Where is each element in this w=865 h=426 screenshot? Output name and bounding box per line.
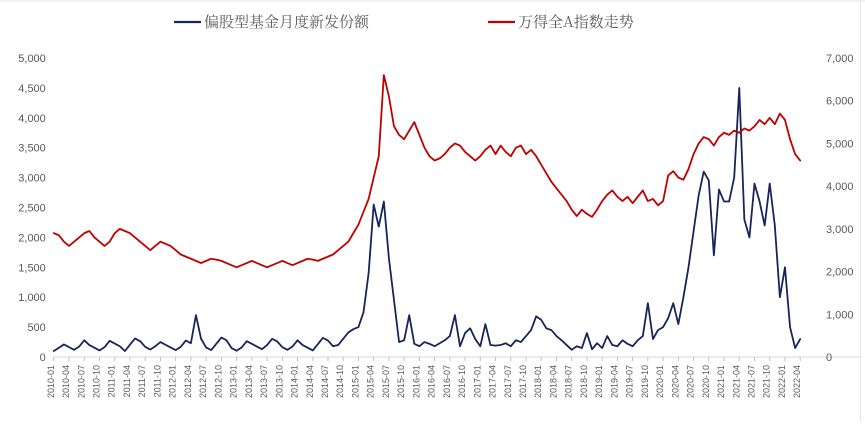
svg-text:2012-01: 2012-01 [168, 365, 178, 398]
svg-text:2016-07: 2016-07 [442, 365, 452, 398]
svg-text:万得全A指数走势: 万得全A指数走势 [518, 11, 634, 32]
svg-text:2021-10: 2021-10 [762, 365, 772, 398]
svg-text:0: 0 [40, 352, 46, 364]
svg-text:2022-01: 2022-01 [777, 365, 787, 398]
svg-text:6,000: 6,000 [826, 96, 854, 108]
svg-text:2020-07: 2020-07 [686, 365, 696, 398]
svg-text:2011-04: 2011-04 [122, 365, 132, 397]
svg-text:2016-01: 2016-01 [411, 365, 421, 398]
svg-text:5,000: 5,000 [18, 53, 46, 65]
svg-text:2014-07: 2014-07 [320, 365, 330, 398]
svg-text:2010-07: 2010-07 [76, 365, 86, 398]
svg-text:2017-04: 2017-04 [488, 365, 498, 398]
svg-text:2013-07: 2013-07 [259, 365, 269, 398]
svg-text:2018-04: 2018-04 [548, 365, 558, 398]
svg-text:2,000: 2,000 [18, 232, 46, 244]
svg-text:2018-01: 2018-01 [533, 365, 543, 398]
svg-text:3,000: 3,000 [826, 224, 854, 236]
svg-text:2019-04: 2019-04 [609, 365, 619, 398]
svg-text:1,000: 1,000 [826, 309, 854, 321]
svg-text:2014-04: 2014-04 [305, 365, 315, 398]
svg-text:2011-01: 2011-01 [107, 365, 117, 397]
svg-text:2010-01: 2010-01 [46, 365, 56, 398]
svg-text:2021-04: 2021-04 [731, 365, 741, 398]
svg-text:2021-01: 2021-01 [716, 365, 726, 398]
svg-text:2,000: 2,000 [826, 267, 854, 279]
svg-text:2014-10: 2014-10 [335, 365, 345, 398]
svg-text:4,000: 4,000 [826, 181, 854, 193]
svg-text:2013-01: 2013-01 [229, 365, 239, 398]
svg-text:2012-07: 2012-07 [198, 365, 208, 398]
svg-text:2,500: 2,500 [18, 203, 46, 215]
svg-text:1,500: 1,500 [18, 262, 46, 274]
svg-text:2015-04: 2015-04 [366, 365, 376, 398]
svg-text:2018-10: 2018-10 [579, 365, 589, 398]
svg-text:2020-01: 2020-01 [655, 365, 665, 398]
svg-text:2017-01: 2017-01 [472, 365, 482, 398]
svg-text:1,000: 1,000 [18, 292, 46, 304]
svg-text:偏股型基金月度新发份额: 偏股型基金月度新发份额 [204, 11, 370, 32]
svg-text:2010-04: 2010-04 [61, 365, 71, 398]
svg-text:3,000: 3,000 [18, 173, 46, 185]
svg-text:2021-07: 2021-07 [747, 365, 757, 398]
svg-text:2013-04: 2013-04 [244, 365, 254, 398]
svg-text:3,500: 3,500 [18, 143, 46, 155]
svg-text:2020-10: 2020-10 [701, 365, 711, 398]
svg-text:2016-04: 2016-04 [427, 365, 437, 398]
svg-text:0: 0 [826, 352, 832, 364]
svg-text:2019-10: 2019-10 [640, 365, 650, 398]
svg-text:4,000: 4,000 [18, 113, 46, 125]
svg-text:2012-10: 2012-10 [213, 365, 223, 398]
svg-text:2019-01: 2019-01 [594, 365, 604, 398]
svg-text:2018-07: 2018-07 [564, 365, 574, 398]
svg-text:2015-01: 2015-01 [350, 365, 360, 398]
svg-text:2012-04: 2012-04 [183, 365, 193, 398]
svg-text:2014-01: 2014-01 [290, 365, 300, 398]
svg-text:4,500: 4,500 [18, 83, 46, 95]
svg-text:2017-07: 2017-07 [503, 365, 513, 398]
svg-text:2015-10: 2015-10 [396, 365, 406, 398]
svg-text:2015-07: 2015-07 [381, 365, 391, 398]
svg-text:7,000: 7,000 [826, 53, 854, 65]
svg-text:5,000: 5,000 [826, 138, 854, 150]
svg-text:2011-10: 2011-10 [152, 365, 162, 397]
svg-text:2010-10: 2010-10 [92, 365, 102, 398]
svg-text:2020-04: 2020-04 [670, 365, 680, 398]
svg-text:500: 500 [27, 322, 45, 334]
svg-text:2013-10: 2013-10 [274, 365, 284, 398]
svg-text:2019-07: 2019-07 [625, 365, 635, 398]
svg-text:2016-10: 2016-10 [457, 365, 467, 398]
svg-text:2017-10: 2017-10 [518, 365, 528, 398]
svg-text:2011-07: 2011-07 [137, 365, 147, 397]
svg-text:2022-04: 2022-04 [792, 365, 802, 398]
